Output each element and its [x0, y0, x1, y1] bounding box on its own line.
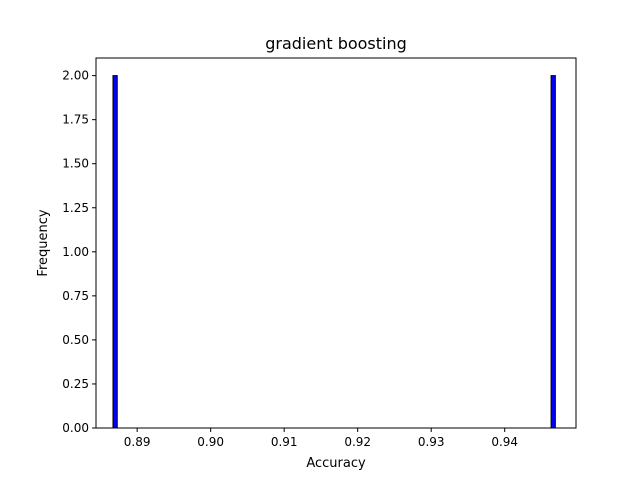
x-tick-label: 0.92 [344, 435, 371, 449]
y-tick-label: 1.50 [62, 157, 89, 171]
y-tick-label: 1.25 [62, 201, 89, 215]
x-tick-label: 0.91 [271, 435, 298, 449]
histogram-bar [550, 75, 556, 429]
x-tick-label: 0.94 [491, 435, 518, 449]
x-tick-label: 0.90 [197, 435, 224, 449]
x-axis-label: Accuracy [306, 456, 366, 471]
histogram-bar [112, 75, 118, 429]
y-tick-label: 2.00 [62, 69, 89, 83]
y-tick-label: 1.75 [62, 113, 89, 127]
y-axis-ticks: 0.00 0.25 0.50 0.75 1.00 1.25 1.50 1.75 2.00 [62, 69, 96, 435]
chart-title: gradient boosting [265, 34, 407, 53]
y-tick-label: 0.75 [62, 289, 89, 303]
x-axis-ticks: 0.89 0.90 0.91 0.92 0.93 0.94 [124, 428, 518, 449]
x-tick-label: 0.89 [124, 435, 151, 449]
y-tick-label: 1.00 [62, 245, 89, 259]
x-tick-label: 0.93 [418, 435, 445, 449]
y-axis-label: Frequency [36, 209, 51, 276]
y-tick-label: 0.00 [62, 421, 89, 435]
bars-layer [112, 75, 556, 429]
y-tick-label: 0.25 [62, 377, 89, 391]
y-tick-label: 0.50 [62, 333, 89, 347]
plot-frame [95, 57, 577, 429]
